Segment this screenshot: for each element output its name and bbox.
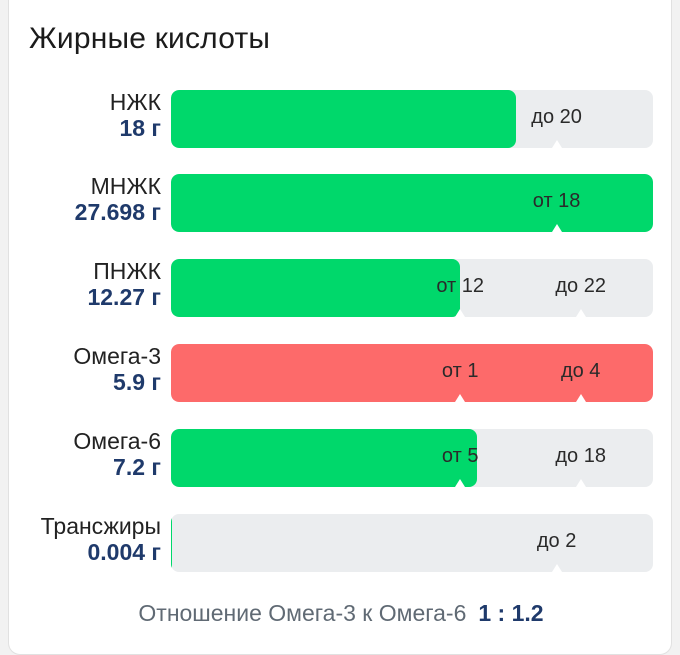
nutrient-row-omega6: Омега-6 7.2 г от 5 до 18: [9, 428, 673, 487]
omega-ratio-value: 1 : 1.2: [478, 600, 544, 626]
nutrient-label: Омега-3 5.9 г: [73, 343, 161, 395]
limit-notch-icon: [455, 309, 466, 317]
progress-track: от 18: [171, 174, 653, 232]
nutrient-label: ПНЖК 12.27 г: [87, 258, 161, 310]
limit-label: до 4: [560, 360, 601, 382]
nutrient-name: НЖК: [109, 89, 161, 115]
nutrient-name: МНЖК: [90, 173, 161, 199]
limit-notch-icon: [551, 564, 562, 572]
progress-fill: [171, 344, 653, 402]
card-title: Жирные кислоты: [29, 22, 271, 55]
limit-notch-icon: [551, 140, 562, 148]
omega-ratio: Отношение Омега-3 к Омега-6 1 : 1.2: [9, 600, 673, 627]
limit-label: от 1: [441, 360, 479, 382]
progress-fill: [171, 429, 478, 487]
progress-fill: [171, 514, 173, 572]
nutrient-name: ПНЖК: [93, 258, 161, 284]
limit-notch-icon: [551, 224, 562, 232]
progress-fill: [171, 259, 461, 317]
fatty-acids-card: Жирные кислоты НЖК 18 г до 20 МНЖК 27.69…: [8, 0, 672, 655]
nutrient-row-mufa: МНЖК 27.698 г от 18: [9, 173, 673, 232]
nutrient-name: Трансжиры: [40, 513, 161, 539]
nutrient-label: МНЖК 27.698 г: [75, 173, 161, 225]
limit-label: от 18: [532, 190, 581, 212]
nutrient-row-pufa: ПНЖК 12.27 г от 12 до 22: [9, 258, 673, 317]
nutrient-label: Трансжиры 0.004 г: [41, 513, 161, 565]
nutrient-name: Омега-3: [73, 343, 161, 369]
nutrient-amount: 27.698 г: [74, 199, 161, 225]
limit-label: до 18: [555, 445, 606, 467]
nutrient-amount: 18 г: [119, 115, 161, 141]
progress-track: от 5 до 18: [171, 429, 653, 487]
limit-label: до 22: [555, 275, 606, 297]
progress-fill: [171, 174, 653, 232]
nutrient-label: Омега-6 7.2 г: [73, 428, 161, 480]
nutrient-amount: 12.27 г: [87, 284, 161, 310]
nutrient-amount: 5.9 г: [113, 369, 161, 395]
progress-track: от 12 до 22: [171, 259, 653, 317]
limit-notch-icon: [455, 394, 466, 402]
limit-label: от 12: [436, 275, 485, 297]
progress-track: от 1 до 4: [171, 344, 653, 402]
limit-notch-icon: [575, 479, 586, 487]
limit-label: до 2: [536, 530, 577, 552]
nutrient-row-sfa: НЖК 18 г до 20: [9, 89, 673, 148]
limit-notch-icon: [575, 309, 586, 317]
omega-ratio-label: Отношение Омега-3 к Омега-6: [138, 600, 467, 626]
nutrient-name: Омега-6: [73, 428, 161, 454]
nutrient-amount: 7.2 г: [113, 454, 161, 480]
nutrient-row-trans-fats: Трансжиры 0.004 г до 2: [9, 513, 673, 572]
nutrient-label: НЖК 18 г: [110, 89, 161, 141]
progress-track: до 2: [171, 514, 653, 572]
limit-label: до 20: [531, 106, 582, 128]
limit-notch-icon: [575, 394, 586, 402]
nutrient-row-omega3: Омега-3 5.9 г от 1 до 4: [9, 343, 673, 402]
limit-label: от 5: [441, 445, 479, 467]
progress-track: до 20: [171, 90, 653, 148]
progress-fill: [171, 90, 516, 148]
nutrient-amount: 0.004 г: [87, 539, 161, 565]
limit-notch-icon: [455, 479, 466, 487]
